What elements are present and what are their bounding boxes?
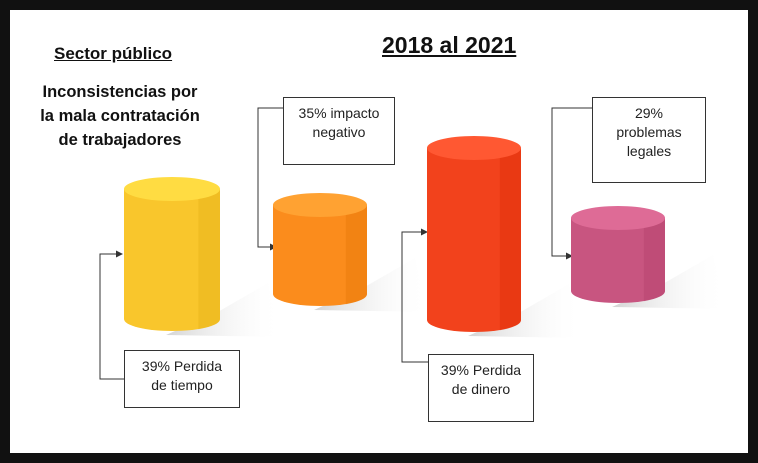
bar-shade-problemas-legales xyxy=(643,218,666,302)
leader-arrow-icon xyxy=(421,228,428,236)
sector-label: Sector público xyxy=(54,44,173,63)
callout-2-line-2: de dinero xyxy=(451,381,511,397)
bar-top-impacto-negativo xyxy=(273,193,367,217)
bar-perdida-de-tiempo xyxy=(124,189,220,331)
callout-3-line-1: 29% xyxy=(634,105,664,121)
bar-perdida-de-dinero xyxy=(427,148,521,332)
period-title: 2018 al 2021 xyxy=(382,32,517,58)
leader-line-2 xyxy=(401,231,428,363)
leader-line-0 xyxy=(99,253,124,380)
bar-top-perdida-de-dinero xyxy=(427,136,521,160)
bar-shade-impacto-negativo xyxy=(345,205,368,305)
callout-3-line-3: legales xyxy=(626,143,672,159)
bar-top-problemas-legales xyxy=(571,206,665,230)
bar-shade-perdida-de-tiempo xyxy=(198,189,221,330)
leader-line-1 xyxy=(257,107,283,248)
bar-shade-perdida-de-dinero xyxy=(499,148,522,331)
subtitle-line-2: la mala contratación xyxy=(40,107,200,125)
callout-0-line-2: de tiempo xyxy=(151,377,213,393)
callout-perdida-de-dinero: 39% Perdida de dinero xyxy=(428,354,534,422)
callout-impacto-negativo: 35% impacto negativo xyxy=(283,97,395,165)
callout-problemas-legales: 29% problemas legales xyxy=(592,97,706,183)
callout-2-line-1: 39% Perdida xyxy=(440,362,522,378)
leader-line-3 xyxy=(551,107,592,257)
leader-arrow-icon xyxy=(566,252,573,260)
callout-3-line-2: problemas xyxy=(616,124,682,140)
bar-problemas-legales xyxy=(571,218,665,303)
cylinder-chart xyxy=(99,107,727,380)
callout-perdida-de-tiempo: 39% Perdida de tiempo xyxy=(124,350,240,408)
callout-1-line-2: negativo xyxy=(312,124,366,140)
leader-arrow-icon xyxy=(116,250,123,258)
callout-0-line-1: 39% Perdida xyxy=(141,358,223,374)
callout-1-line-1: 35% impacto xyxy=(298,105,380,121)
subtitle-line-1: Inconsistencias por xyxy=(42,83,198,101)
infographic-panel: Sector público 2018 al 2021 Inconsistenc… xyxy=(10,10,748,453)
subtitle: Inconsistencias por la mala contratación… xyxy=(10,80,230,152)
subtitle-line-3: de trabajadores xyxy=(58,131,182,149)
bar-top-perdida-de-tiempo xyxy=(124,177,220,201)
bar-impacto-negativo xyxy=(273,205,367,306)
